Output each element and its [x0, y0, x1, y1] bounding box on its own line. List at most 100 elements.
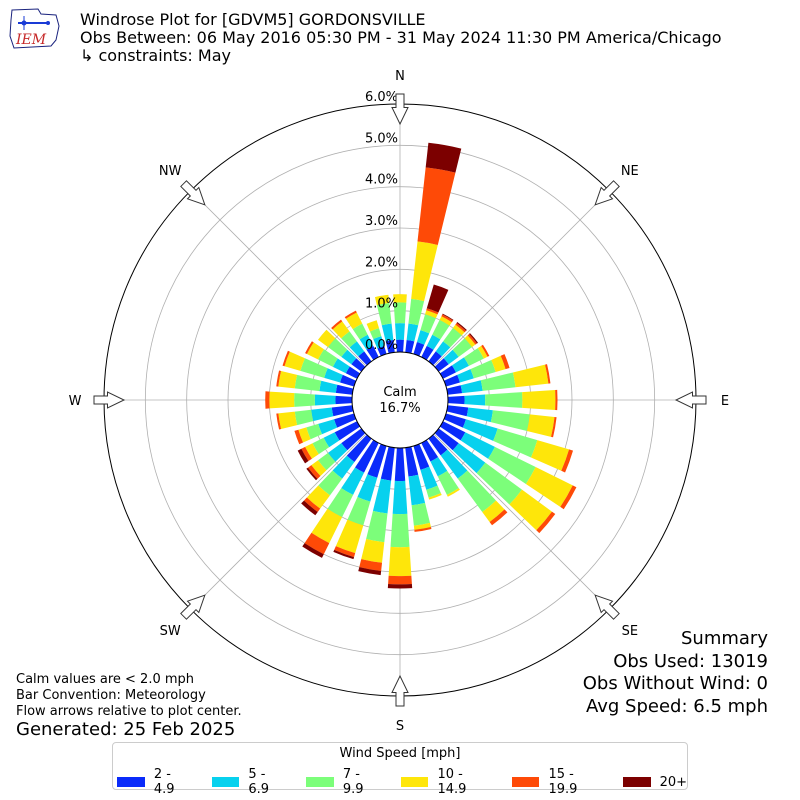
- wind-bar-segment: [522, 389, 556, 411]
- wind-bar-segment: [447, 395, 465, 405]
- wind-bar-segment: [366, 345, 379, 361]
- wind-bar-segment: [331, 405, 354, 417]
- wind-bar-segment: [301, 500, 318, 516]
- convention-note: Bar Convention: Meteorology: [16, 688, 206, 703]
- wind-bar-segment: [406, 323, 419, 342]
- wind-bar-segment: [470, 359, 496, 379]
- wind-bar-segment: [334, 546, 356, 558]
- legend-items: 2 - 4.9 5 - 6.9 7 - 9.9 10 - 14.9 15 - 19.9 2…: [117, 767, 687, 797]
- wind-bar-segment: [304, 532, 330, 555]
- wind-bar-segment: [426, 308, 439, 315]
- legend-item: 5 - 6.9: [211, 767, 291, 797]
- wind-bar-segment: [392, 480, 408, 515]
- calm-note: Calm values are < 2.0 mph: [16, 672, 195, 687]
- wind-bar-segment: [306, 342, 324, 360]
- direction-label: NW: [159, 164, 182, 179]
- legend-swatch: [511, 777, 540, 787]
- wind-bar-segment: [441, 314, 454, 323]
- wind-bar-segment: [358, 567, 382, 576]
- wind-bar-segment: [294, 374, 322, 392]
- wind-bar-segment: [381, 323, 394, 342]
- wind-bar-segment: [545, 364, 551, 384]
- wind-bar-segment: [551, 417, 557, 438]
- direction-label: W: [69, 394, 82, 409]
- avg-speed: Avg Speed: 6.5 mph: [586, 695, 768, 717]
- wind-bar-segment: [335, 384, 354, 395]
- wind-bar-segment: [452, 338, 472, 357]
- wind-bar-segment: [428, 493, 442, 500]
- wind-bar-segment: [318, 452, 336, 471]
- wind-bar-segment: [455, 323, 467, 333]
- wind-bar-segment: [355, 439, 379, 473]
- wind-bar-segment: [509, 489, 552, 531]
- wind-bar-segment: [439, 365, 457, 379]
- legend-label: 7 - 9.9: [342, 767, 364, 797]
- wind-bar-segment: [278, 371, 298, 389]
- legend-label: 5 - 6.9: [248, 767, 270, 797]
- legend: Wind Speed [mph] 2 - 4.9 5 - 6.9 7 - 9.9 10…: [112, 742, 688, 797]
- wind-bar-segment: [446, 405, 469, 417]
- wind-bar-segment: [332, 358, 350, 374]
- wind-bar-segment: [347, 496, 371, 526]
- wind-bar-segment: [331, 319, 343, 330]
- direction-label: NE: [621, 164, 639, 179]
- wind-bar-segment: [413, 522, 431, 530]
- wind-bar-segment: [372, 478, 392, 514]
- wind-bar-segment: [446, 385, 463, 395]
- arrow-note: Flow arrows relative to plot center.: [16, 704, 242, 719]
- wind-bar-segment: [318, 419, 338, 435]
- wind-bar-segment: [390, 513, 410, 548]
- wind-bar-segment: [493, 428, 538, 458]
- wind-bar-segment: [435, 341, 451, 357]
- wind-bar-segment: [480, 372, 516, 391]
- obs-range: Obs Between: 06 May 2016 05:30 PM - 31 M…: [80, 28, 722, 47]
- constraints-label: ↳ constraints: May: [80, 46, 231, 65]
- wind-bar-segment: [426, 485, 441, 498]
- wind-bar-segment: [393, 294, 407, 303]
- wind-bar-segment: [462, 419, 498, 441]
- wind-bar-segment: [345, 366, 361, 379]
- wind-bar-segment: [311, 407, 334, 422]
- direction-label: N: [395, 69, 405, 84]
- wind-bar-segment: [341, 467, 365, 495]
- wind-bar-segment: [318, 470, 343, 496]
- wind-bar-segment: [464, 335, 476, 348]
- wind-bar-segment: [420, 466, 438, 490]
- wind-bar-segment: [417, 167, 456, 245]
- wind-bar-segment: [300, 358, 328, 378]
- wind-bar-segment: [332, 455, 355, 479]
- wind-bar-segment: [312, 437, 330, 455]
- wind-bar-segment: [414, 526, 432, 532]
- grid-circle: [144, 144, 656, 656]
- wind-bar-segment: [361, 538, 385, 563]
- legend-label: 2 - 4.9: [153, 767, 175, 797]
- wind-bar-segment: [525, 467, 573, 507]
- wind-bar-segment: [428, 351, 442, 366]
- legend-swatch: [400, 777, 429, 787]
- wind-bar-segment: [451, 357, 469, 373]
- wind-bar-segment: [366, 510, 388, 543]
- wind-bar-segment: [555, 389, 558, 411]
- wind-bar-segment: [344, 310, 357, 319]
- chart-title: Windrose Plot for [GDVM5] GORDONSVILLE: [80, 10, 426, 29]
- wind-bar-segment: [434, 428, 459, 451]
- wind-bar-segment: [284, 351, 305, 371]
- generated-date: Generated: 25 Feb 2025: [16, 719, 236, 740]
- wind-bar-segment: [430, 457, 448, 477]
- calm-value: 16.7%: [379, 401, 420, 416]
- wind-bar-segment: [308, 465, 321, 479]
- wind-bar-segment: [374, 294, 390, 306]
- wind-bar-segment: [334, 413, 357, 428]
- flow-arrow-icon: [391, 674, 409, 707]
- wind-bar-segment: [560, 485, 577, 510]
- wind-bar-segment: [305, 341, 314, 355]
- legend-item: 15 - 19.9: [511, 767, 607, 797]
- wind-bar-segment: [457, 369, 474, 383]
- wind-bar-segment: [369, 328, 382, 340]
- wind-bar-segment: [481, 344, 490, 357]
- flow-arrow-icon: [180, 180, 206, 206]
- wind-bar-segment: [420, 314, 436, 334]
- wind-bar-segment: [341, 428, 366, 451]
- summary-title: Summary: [681, 628, 768, 649]
- flow-arrow-icon: [93, 391, 126, 409]
